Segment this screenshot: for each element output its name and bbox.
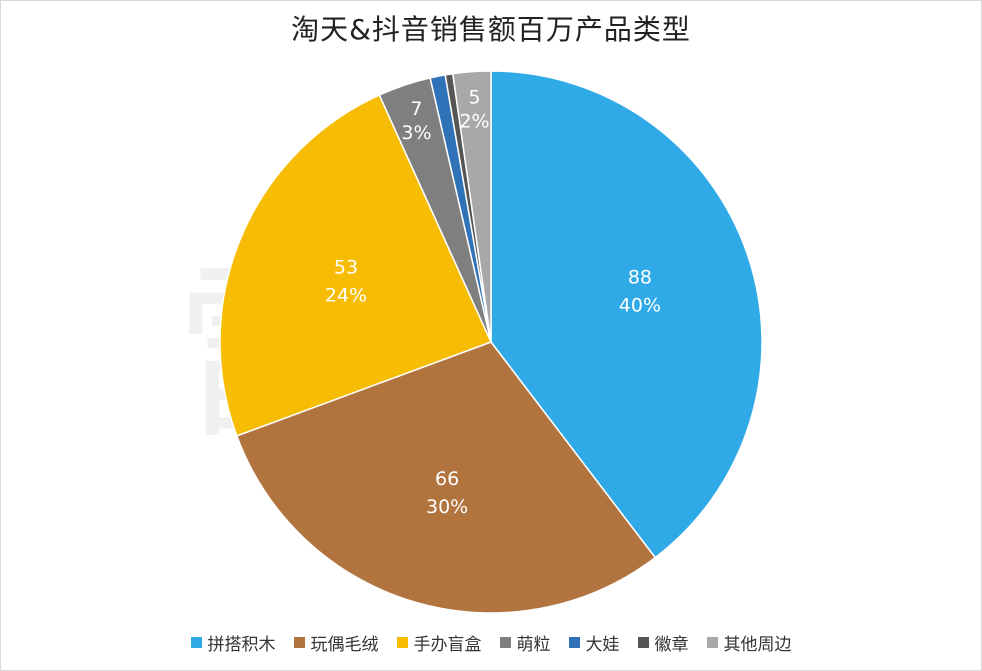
legend-item-6: 其他周边	[706, 630, 792, 655]
legend-item-4: 大娃	[568, 630, 620, 655]
pie-slice-0	[490, 70, 763, 559]
legend-swatch	[190, 637, 202, 648]
legend-label: 玩偶毛绒	[310, 635, 379, 655]
pie-slice-2	[219, 94, 493, 437]
data-label-percent-6: 2%	[459, 111, 489, 133]
pie-slice-1	[235, 341, 657, 614]
data-label-value-1: 66	[435, 468, 459, 490]
data-label-value-6: 5	[468, 87, 480, 109]
legend-item-3: 萌粒	[499, 630, 551, 655]
legend-swatch	[706, 637, 718, 648]
legend-item-5: 徽章	[637, 630, 689, 655]
legend-label: 其他周边	[723, 635, 792, 655]
chart-title: 淘天&抖音销售额百万产品类型	[291, 13, 691, 46]
legend-item-2: 手办盲盒	[396, 630, 482, 655]
legend-label: 徽章	[654, 635, 689, 655]
data-label-percent-2: 24%	[325, 284, 367, 306]
data-label-percent-1: 30%	[426, 496, 468, 518]
data-label-value-0: 88	[628, 267, 652, 289]
data-label-value-2: 53	[334, 256, 358, 278]
legend-swatch	[396, 637, 408, 648]
legend-swatch	[499, 637, 511, 648]
data-label-percent-0: 40%	[619, 295, 661, 317]
data-label-value-3: 7	[410, 98, 422, 120]
legend: 拼搭积木 玩偶毛绒 手办盲盒 萌粒 大娃 徽章 其他周边	[0, 630, 982, 655]
legend-label: 拼搭积木	[207, 635, 276, 655]
legend-label: 手办盲盒	[413, 635, 482, 655]
legend-item-0: 拼搭积木	[190, 630, 276, 655]
legend-label: 大娃	[585, 635, 620, 655]
data-label-percent-3: 3%	[401, 122, 431, 144]
legend-item-1: 玩偶毛绒	[293, 630, 379, 655]
legend-label: 萌粒	[516, 635, 551, 655]
legend-swatch	[637, 637, 649, 648]
pie-slice-6	[451, 70, 492, 343]
legend-swatch	[568, 637, 580, 648]
legend-swatch	[293, 637, 305, 648]
